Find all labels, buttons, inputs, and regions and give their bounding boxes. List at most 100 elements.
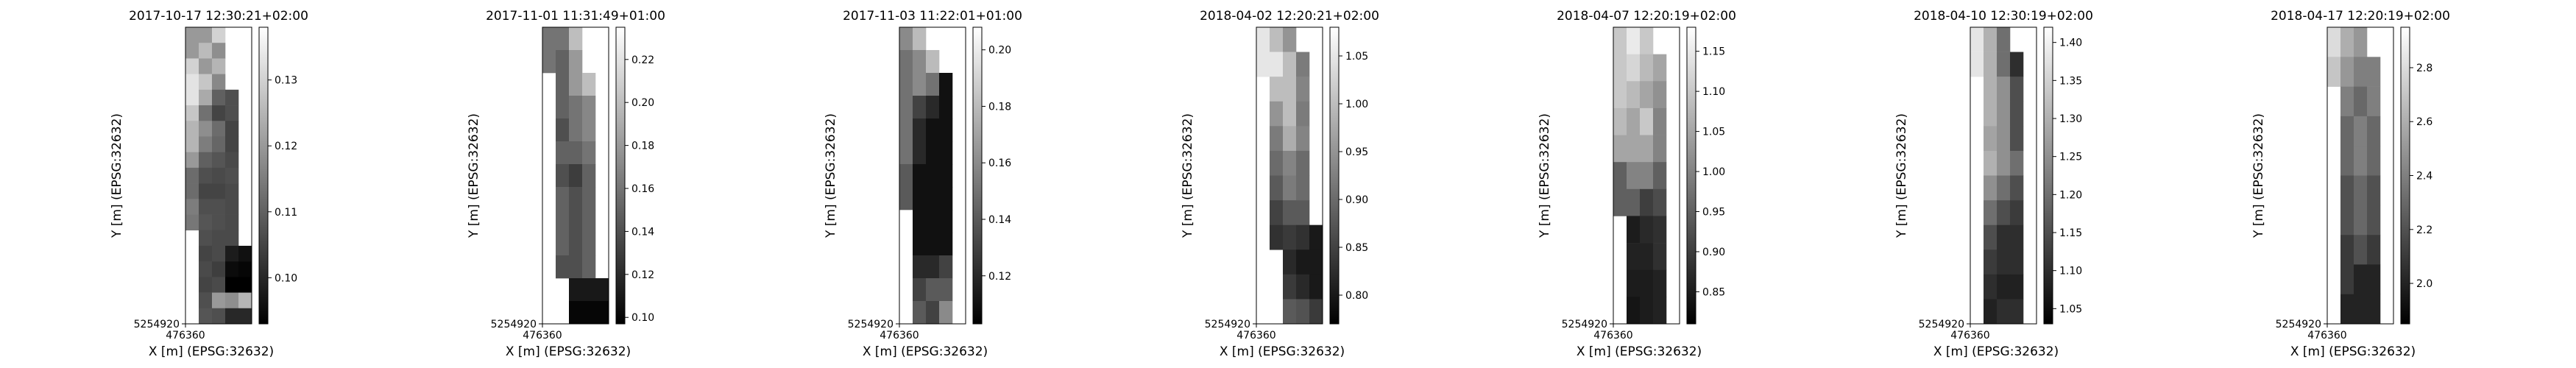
colorbar (2400, 26, 2410, 325)
raster-cell (225, 105, 239, 121)
raster-cell (926, 301, 940, 325)
colorbar (2043, 26, 2053, 325)
raster-cell (1256, 52, 1270, 77)
raster-cell (1296, 224, 1310, 250)
raster-cell (582, 301, 596, 325)
raster-cell (1984, 299, 1998, 325)
raster-cell (2354, 57, 2368, 87)
raster-cell (225, 214, 239, 231)
raster-cell (212, 245, 226, 262)
raster-cell (1640, 27, 1654, 54)
raster-cell (185, 43, 199, 59)
raster-cell (899, 73, 913, 96)
raster-cell (1283, 101, 1297, 127)
x-axis-label: X [m] (EPSG:32632) (1933, 344, 2059, 359)
raster-cell (1997, 299, 2011, 325)
raster-cell (225, 167, 239, 184)
colorbar-tick-label: 0.10 (275, 272, 297, 284)
raster-cell (199, 261, 213, 277)
raster-cell (238, 261, 252, 277)
chart-title: 2018-04-07 12:20:19+02:00 (1557, 9, 1736, 24)
raster-cell (212, 230, 226, 247)
raster-cell (1640, 107, 1654, 135)
raster-cell (185, 167, 199, 184)
raster-cell (569, 27, 583, 51)
raster-cell (1653, 135, 1667, 163)
raster-cell (1997, 250, 2011, 275)
raster-cell (899, 50, 913, 74)
raster-cell (1640, 216, 1654, 244)
colorbar-tick-label: 1.00 (1702, 166, 1725, 178)
raster-cell (569, 301, 583, 325)
raster-cell (939, 73, 953, 96)
raster-cell (2340, 146, 2354, 176)
raster-cell (2327, 57, 2341, 87)
raster-cell (1997, 126, 2011, 152)
raster-cell (212, 292, 226, 309)
y-axis-label: Y [m] (EPSG:32632) (467, 113, 481, 238)
axes-frame (1970, 26, 2037, 325)
raster-cell (225, 89, 239, 106)
raster-cell (939, 210, 953, 233)
raster-cell (913, 50, 927, 74)
raster-cell (1309, 250, 1323, 275)
raster-cell (1296, 175, 1310, 201)
raster-cell (569, 233, 583, 256)
raster-cell (212, 277, 226, 293)
x-tick-label: 476360 (2307, 330, 2346, 342)
raster-cell (2327, 27, 2341, 57)
raster-cell (569, 187, 583, 210)
x-axis-label: X [m] (EPSG:32632) (863, 344, 988, 359)
raster-cell (2354, 175, 2368, 206)
raster-cell (582, 96, 596, 119)
raster-cell (225, 136, 239, 152)
raster-cell (1296, 126, 1310, 152)
raster-cell (1627, 188, 1641, 216)
raster-cell (939, 141, 953, 165)
raster-cell (185, 27, 199, 43)
colorbar-tick-label: 1.40 (2059, 38, 2082, 49)
raster-cell (1627, 269, 1641, 297)
raster-cell (199, 74, 213, 91)
colorbar (1686, 26, 1696, 325)
colorbar-tick-label: 2.2 (2416, 224, 2432, 236)
raster-cell (913, 73, 927, 96)
colorbar-tick-label: 1.15 (1702, 46, 1725, 58)
colorbar-tick-label: 0.11 (275, 207, 297, 219)
raster-cell (1984, 150, 1998, 176)
chart-title: 2017-11-03 11:22:01+01:00 (843, 9, 1022, 24)
raster-cell (1984, 274, 1998, 300)
raster-cell (212, 121, 226, 137)
raster-cell (199, 277, 213, 293)
colorbar-tick-label: 0.18 (988, 101, 1011, 113)
raster-cell (238, 277, 252, 293)
raster-cell (2367, 264, 2381, 294)
raster-cell (1613, 81, 1627, 109)
colorbar-tick-label: 0.22 (631, 54, 654, 66)
raster-cell (1984, 77, 1998, 102)
raster-cell (556, 96, 570, 119)
raster-cell (1640, 162, 1654, 190)
colorbar-tick-label: 0.16 (631, 183, 654, 195)
raster-cell (2354, 235, 2368, 265)
raster-cell (1613, 162, 1627, 190)
raster-cell (185, 89, 199, 106)
raster-cell (1627, 243, 1641, 271)
raster-cell (2010, 52, 2024, 77)
raster-cell (1627, 27, 1641, 54)
raster-cell (225, 292, 239, 309)
raster-cell (2010, 274, 2024, 300)
raster-cell (1283, 27, 1297, 52)
raster-cell (238, 292, 252, 309)
raster-cell (1653, 54, 1667, 82)
raster-cell (1653, 162, 1667, 190)
raster-cell (1270, 126, 1284, 152)
raster-cell (1296, 250, 1310, 275)
raster-cell (1283, 150, 1297, 176)
raster-cell (913, 118, 927, 142)
axes-frame (2326, 26, 2394, 325)
raster-cell (1296, 77, 1310, 102)
raster-cell (2340, 175, 2354, 206)
